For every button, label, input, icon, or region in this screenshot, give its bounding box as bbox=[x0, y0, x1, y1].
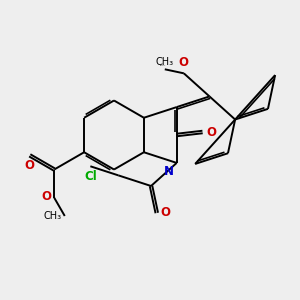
Text: methoxy: methoxy bbox=[160, 64, 167, 66]
Text: O: O bbox=[206, 125, 216, 139]
Text: O: O bbox=[179, 56, 189, 69]
Text: O: O bbox=[42, 190, 52, 203]
Text: O: O bbox=[160, 206, 170, 220]
Text: O: O bbox=[25, 159, 35, 172]
Text: Cl: Cl bbox=[84, 170, 97, 183]
Text: CH₃: CH₃ bbox=[44, 211, 62, 221]
Text: CH₃: CH₃ bbox=[156, 57, 174, 67]
Text: N: N bbox=[164, 165, 174, 178]
